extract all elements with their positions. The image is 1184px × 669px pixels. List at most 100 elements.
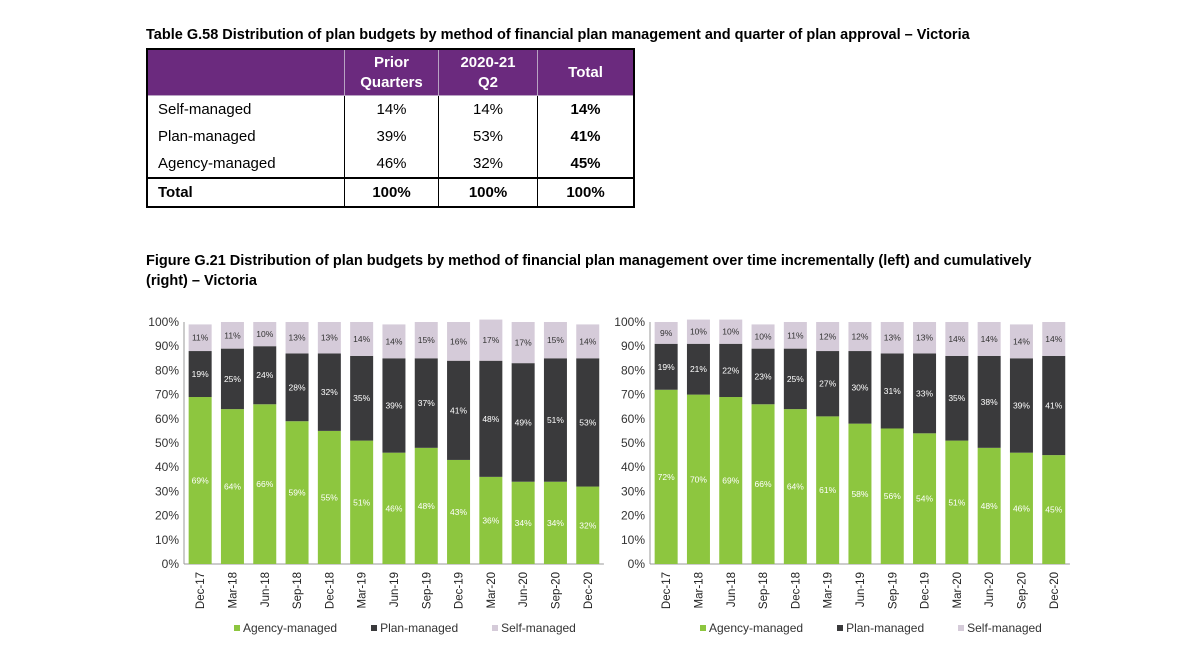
data-label: 34%	[547, 518, 564, 528]
bar-segment	[751, 348, 775, 405]
bar-segment	[188, 351, 212, 398]
data-label: 32%	[579, 520, 596, 530]
bar-segment	[719, 343, 743, 398]
bar-segment	[1042, 455, 1066, 564]
data-label: 23%	[755, 371, 772, 381]
legend-label: Agency-managed	[243, 621, 338, 635]
data-label: 56%	[884, 491, 901, 501]
bar-segment	[285, 322, 309, 354]
bar-segment	[350, 355, 374, 441]
legend-swatch-self	[492, 625, 499, 631]
bar-segment	[350, 440, 374, 564]
bar-segment	[188, 397, 212, 564]
data-label: 48%	[418, 501, 435, 511]
data-label: 11%	[224, 330, 241, 340]
x-tick-label: Jun-18	[726, 572, 738, 607]
data-label: 54%	[916, 494, 933, 504]
data-label: 16%	[450, 336, 467, 346]
cell-prior: 14%	[344, 95, 439, 123]
cell-q2: 14%	[438, 95, 538, 123]
x-tick-label: Dec-19	[454, 572, 466, 609]
bar-segment	[913, 322, 937, 354]
bar-segment	[511, 322, 535, 364]
cumulative-chart: 0% 10% 20% 30% 40% 50% 60% 70% 80% 90% 100% 72% 19% 9…	[614, 315, 1070, 609]
y-tick-label: 40%	[155, 460, 179, 474]
bar-segment	[511, 481, 535, 564]
data-label: 14%	[948, 334, 965, 344]
bar-segment	[1009, 452, 1033, 564]
row-label: Self-managed	[147, 95, 345, 123]
data-label: 41%	[1045, 400, 1062, 410]
bar-segment	[382, 452, 406, 564]
table-total-row: Total 100% 100% 100%	[147, 177, 635, 207]
x-tick-label: Mar-19	[357, 572, 369, 608]
data-label: 45%	[1045, 505, 1062, 515]
legend-label: Self-managed	[501, 621, 576, 635]
data-label: 35%	[353, 393, 370, 403]
bar-segment	[220, 348, 244, 410]
data-label: 13%	[289, 333, 306, 343]
y-tick-label: 70%	[155, 388, 179, 402]
data-label: 69%	[192, 476, 209, 486]
legend-swatch-agency	[234, 625, 240, 631]
legend-swatch-agency	[700, 625, 706, 631]
data-label: 48%	[482, 414, 499, 424]
bar-segment	[253, 322, 277, 347]
x-tick-label: Dec-18	[790, 572, 802, 609]
bar-segment	[816, 351, 840, 417]
y-tick-label: 100%	[614, 315, 645, 329]
cumulative-chart-legend: Agency-managed Plan-managed Self-managed	[700, 621, 1042, 635]
bar-segment	[686, 394, 710, 564]
bar-segment	[414, 447, 438, 564]
x-tick-label: Sep-20	[550, 572, 562, 609]
data-label: 17%	[482, 335, 499, 345]
legend-label: Self-managed	[967, 621, 1042, 635]
data-label: 46%	[385, 503, 402, 513]
x-tick-label: Mar-19	[823, 572, 835, 608]
data-label: 24%	[256, 370, 273, 380]
row-label: Plan-managed	[147, 123, 345, 150]
y-tick-label: 20%	[621, 509, 645, 523]
data-label: 19%	[192, 369, 209, 379]
data-label: 61%	[819, 485, 836, 495]
data-label: 66%	[256, 479, 273, 489]
legend-label: Plan-managed	[380, 621, 459, 635]
data-label: 14%	[385, 336, 402, 346]
y-tick-label: 50%	[155, 436, 179, 450]
legend-swatch-self	[958, 625, 965, 631]
y-tick-label: 80%	[155, 363, 179, 377]
header-prior-quarters: Prior Quarters	[344, 48, 439, 96]
x-tick-label: Sep-18	[758, 572, 770, 609]
bar-segment	[977, 355, 1001, 448]
data-label: 64%	[224, 482, 241, 492]
y-tick-label: 30%	[621, 484, 645, 498]
cell-total: 14%	[537, 95, 635, 123]
data-label: 72%	[658, 472, 675, 482]
table-row: Plan-managed 39% 53% 41%	[147, 123, 635, 150]
data-label: 41%	[450, 405, 467, 415]
bar-segment	[880, 428, 904, 564]
data-label: 39%	[385, 400, 402, 410]
y-tick-label: 40%	[621, 460, 645, 474]
bar-segment	[1009, 358, 1033, 453]
x-tick-label: Jun-19	[855, 572, 867, 607]
bar-segment	[1042, 322, 1066, 356]
bar-segment	[576, 324, 600, 359]
bar-segment	[977, 447, 1001, 564]
bar-segment	[719, 319, 743, 344]
bar-segment	[686, 343, 710, 395]
bar-segment	[654, 343, 678, 390]
data-label: 35%	[948, 393, 965, 403]
data-label: 33%	[916, 388, 933, 398]
data-label: 58%	[851, 489, 868, 499]
x-tick-label: Dec-17	[195, 572, 207, 609]
bar-segment	[447, 360, 471, 460]
bar-segment	[350, 322, 374, 356]
y-tick-label: 20%	[155, 509, 179, 523]
cell-q2: 53%	[438, 123, 538, 150]
cell-total: 100%	[537, 177, 635, 207]
data-label: 48%	[981, 501, 998, 511]
bar-segment	[285, 353, 309, 422]
data-label: 9%	[660, 328, 673, 338]
legend-item: Agency-managed	[700, 621, 803, 635]
